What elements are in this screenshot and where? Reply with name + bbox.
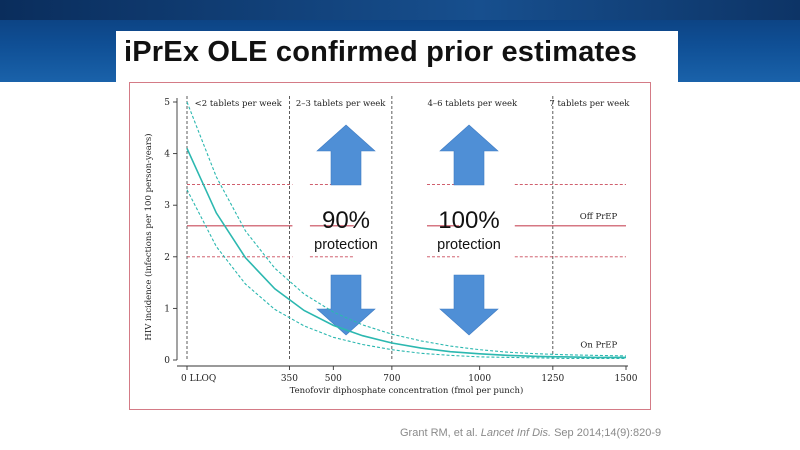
- citation-details: Sep 2014;14(9):820-9: [551, 427, 662, 439]
- arrow-up-2: [439, 124, 499, 186]
- header-strip: [0, 0, 800, 20]
- reference-lines: [187, 184, 626, 258]
- annotation-text-1: protection: [437, 237, 501, 253]
- x-tick-label-6: 1500: [615, 374, 638, 384]
- arrow-up-1: [316, 124, 376, 186]
- series-line-2: [186, 189, 626, 360]
- y-tick-label-4: 4: [164, 150, 170, 160]
- x-tick-label-2: 500: [325, 374, 342, 384]
- citation: Grant RM, et al. Lancet Inf Dis. Sep 201…: [400, 427, 661, 439]
- ref-label-1: On PrEP: [580, 340, 617, 350]
- series-lines: [186, 101, 627, 360]
- y-axis-label: HIV incidence (infections per 100 person…: [143, 133, 154, 340]
- y-tick-label-5: 5: [164, 98, 170, 108]
- x-tick-label-1: 350: [281, 374, 298, 384]
- chart-text: <2 tablets per week 2–3 tablets per week 4…: [143, 98, 638, 396]
- title-box: [116, 31, 678, 83]
- citation-journal: Lancet Inf Dis.: [480, 427, 552, 439]
- y-tick-label-0: 0: [164, 356, 170, 366]
- x-axis-label: Tenofovir diphosphate concentration (fmo…: [290, 385, 524, 396]
- series-line-1: [186, 101, 627, 357]
- x-tick-label-5: 1250: [541, 374, 564, 384]
- arrow-down-1: [316, 274, 376, 336]
- figure-frame: [129, 82, 651, 410]
- annotation-percent-1: 100%: [438, 207, 499, 234]
- region-label-1: 2–3 tablets per week: [296, 99, 386, 109]
- x-tick-label-4: 1000: [468, 374, 491, 384]
- series-line-0: [186, 148, 626, 359]
- axes: [173, 98, 628, 370]
- annotation-text-0: protection: [314, 237, 378, 253]
- citation-authors: Grant RM, et al.: [400, 427, 481, 439]
- protection-arrows: [316, 124, 499, 336]
- y-tick-label-1: 1: [164, 304, 170, 314]
- ref-label-0: Off PrEP: [580, 212, 618, 222]
- incidence-chart: <2 tablets per week 2–3 tablets per week 4…: [143, 96, 638, 396]
- region-label-2: 4–6 tablets per week: [428, 99, 518, 109]
- x-tick-label-3: 700: [383, 374, 400, 384]
- x-tick-label-0: 0 LLOQ: [181, 374, 216, 384]
- y-tick-label-3: 3: [164, 201, 170, 211]
- slide-title: iPrEx OLE confirmed prior estimates: [124, 36, 638, 68]
- region-label-0: <2 tablets per week: [195, 99, 283, 109]
- y-tick-label-2: 2: [164, 253, 170, 263]
- region-label-3: 7 tablets per week: [549, 99, 630, 109]
- adherence-dividers: [186, 96, 554, 360]
- annotation-percent-0: 90%: [322, 207, 370, 234]
- arrow-down-2: [439, 274, 499, 336]
